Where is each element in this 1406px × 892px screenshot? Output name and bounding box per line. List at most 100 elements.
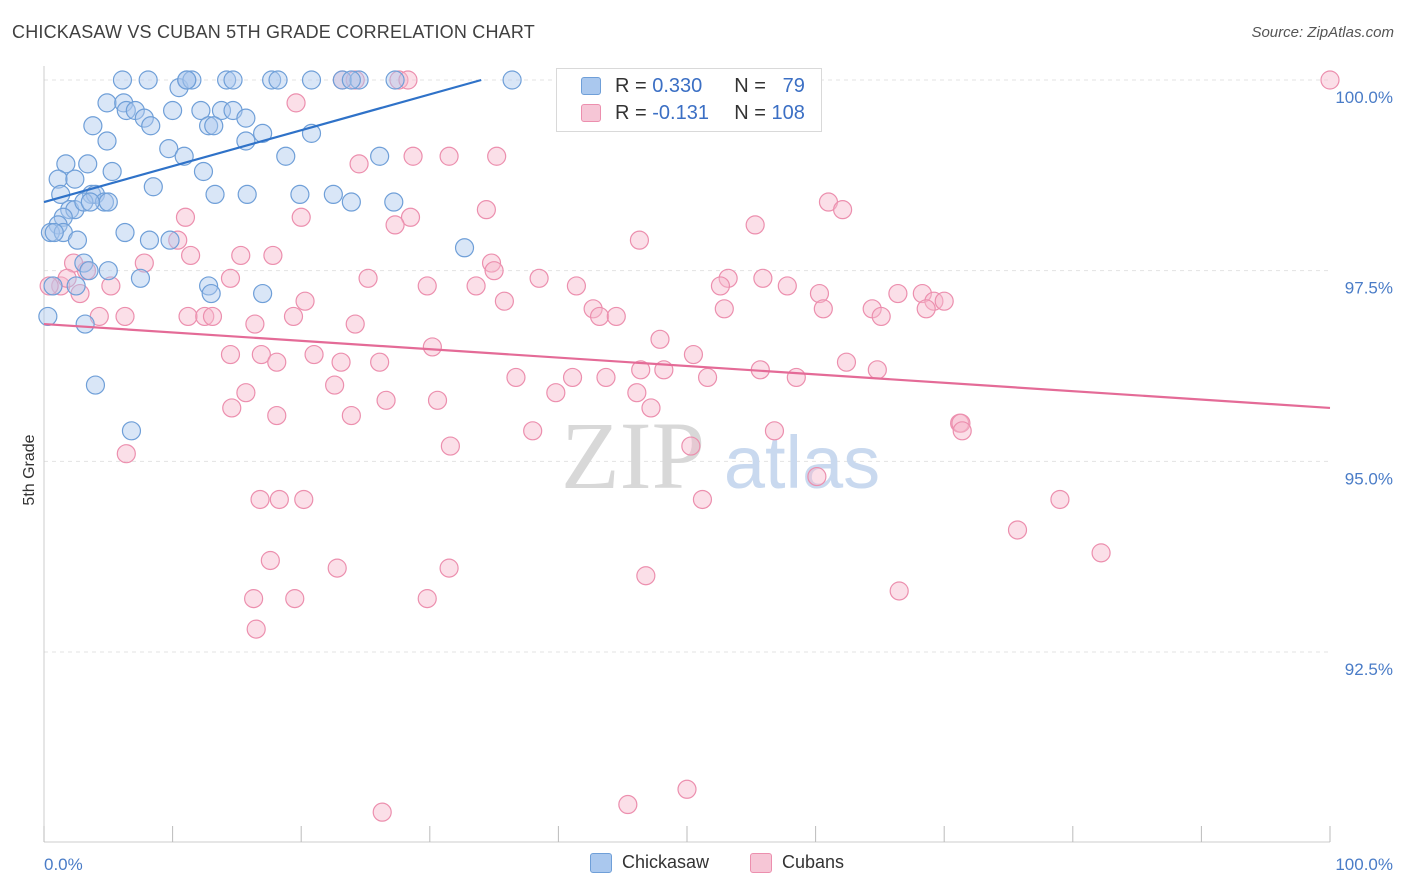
cubans-point bbox=[175, 207, 196, 227]
cubans-point bbox=[618, 794, 638, 815]
cubans-point bbox=[439, 558, 459, 578]
cubans-point bbox=[115, 306, 135, 327]
cubans-point bbox=[283, 306, 304, 327]
cubans-point bbox=[777, 276, 797, 296]
chickasaw-point bbox=[262, 70, 282, 90]
cubans-point bbox=[260, 550, 280, 571]
cubans-point bbox=[912, 283, 932, 304]
cubans-point bbox=[786, 367, 806, 388]
cubans-point bbox=[629, 230, 650, 250]
cubans-point bbox=[523, 421, 543, 441]
watermark: ZIP atlas bbox=[561, 402, 880, 509]
chickasaw-point bbox=[349, 70, 369, 90]
cubans-point bbox=[101, 276, 121, 296]
chickasaw-point bbox=[384, 192, 404, 212]
y-tick-label: 100.0% bbox=[1335, 88, 1393, 107]
chickasaw-legend-swatch bbox=[590, 852, 612, 873]
chickasaw-swatch bbox=[581, 77, 601, 95]
chickasaw-point bbox=[141, 116, 161, 136]
cubans-point bbox=[372, 802, 392, 822]
cubans-point bbox=[417, 589, 437, 609]
chickasaw-point bbox=[341, 70, 361, 90]
cubans-point bbox=[833, 200, 853, 220]
source-label: Source: ZipAtlas.com bbox=[1251, 24, 1394, 41]
chickasaw-point bbox=[78, 154, 98, 174]
legend-n-label: N = bbox=[734, 101, 766, 124]
cubans-point bbox=[439, 146, 459, 166]
cubans-point bbox=[1050, 489, 1070, 510]
cubans-point bbox=[481, 253, 502, 273]
chickasaw-point bbox=[159, 139, 179, 159]
chickasaw-point bbox=[67, 230, 88, 250]
cubans-point bbox=[267, 405, 287, 426]
y-tick-label: 97.5% bbox=[1345, 279, 1393, 298]
cubans-point bbox=[583, 299, 603, 319]
chickasaw-point bbox=[454, 238, 475, 258]
cubans-point bbox=[345, 314, 365, 334]
cubans-point bbox=[222, 398, 242, 418]
chickasaw-point bbox=[253, 283, 273, 304]
cubans-point bbox=[202, 306, 223, 327]
chickasaw-point bbox=[253, 123, 273, 143]
cubans-point bbox=[697, 367, 718, 388]
cubans-point bbox=[181, 245, 201, 266]
cubans-point bbox=[422, 337, 442, 357]
cubans-point bbox=[51, 276, 71, 296]
cubans-point bbox=[809, 283, 830, 304]
cubans-point bbox=[636, 566, 656, 586]
chickasaw-point bbox=[205, 184, 225, 204]
legend-label-cubans: Cubans bbox=[782, 852, 845, 872]
cubans-legend-swatch bbox=[750, 852, 772, 873]
cubans-point bbox=[178, 306, 198, 327]
chickasaw-point bbox=[74, 192, 94, 212]
chickasaw-point bbox=[385, 70, 405, 90]
y-tick-label: 92.5% bbox=[1345, 660, 1393, 679]
chickasaw-point bbox=[121, 421, 142, 441]
cubans-point bbox=[466, 276, 486, 296]
cubans-point bbox=[1007, 520, 1028, 540]
stats-legend: R = 0.330 N = 79 R = -0.131 N = 108 bbox=[556, 68, 822, 132]
legend-r-label: R = bbox=[615, 74, 647, 97]
cubans-point bbox=[546, 383, 566, 403]
watermark-atlas: atlas bbox=[724, 421, 880, 504]
chickasaw-point bbox=[223, 70, 243, 90]
legend-row-chickasaw: R = 0.330 N = 79 bbox=[581, 75, 805, 97]
cubans-point bbox=[220, 344, 241, 365]
chickasaw-point bbox=[98, 261, 118, 281]
chickasaw-point bbox=[65, 169, 85, 189]
chickasaw-point bbox=[163, 100, 183, 121]
legend-label-chickasaw: Chickasaw bbox=[622, 852, 710, 872]
cubans-point bbox=[400, 207, 421, 227]
cubans-point bbox=[327, 558, 347, 578]
cubans-point bbox=[116, 444, 136, 464]
chickasaw-point bbox=[290, 184, 310, 204]
chickasaw-point bbox=[139, 230, 160, 250]
chickasaw-point bbox=[134, 108, 154, 128]
chickasaw-point bbox=[43, 276, 63, 296]
chickasaw-point bbox=[97, 131, 117, 151]
chickasaw-point bbox=[97, 93, 117, 113]
cubans-point bbox=[417, 276, 437, 296]
cubans-point bbox=[836, 352, 857, 372]
cubans-point bbox=[683, 344, 704, 365]
cubans-point bbox=[745, 215, 765, 235]
cubans-point bbox=[376, 390, 396, 410]
cubans-point bbox=[753, 268, 773, 288]
cubans-point bbox=[251, 344, 271, 365]
legend-n-value: 108 bbox=[771, 101, 805, 124]
chickasaw-point bbox=[204, 116, 224, 136]
cubans-point bbox=[220, 268, 241, 288]
x-tick-label: 100.0% bbox=[1335, 855, 1393, 874]
chickasaw-point bbox=[102, 161, 122, 182]
cubans-point bbox=[250, 489, 270, 510]
cubans-point bbox=[871, 306, 891, 327]
cubans-point bbox=[286, 93, 306, 113]
legend-item-cubans[interactable]: Cubans bbox=[750, 852, 844, 873]
cubans-point bbox=[952, 421, 972, 441]
cubans-point bbox=[246, 619, 266, 639]
legend-n-value: 79 bbox=[782, 74, 805, 97]
legend-item-chickasaw[interactable]: Chickasaw bbox=[590, 852, 709, 873]
chickasaw-point bbox=[56, 154, 76, 174]
cubans-point bbox=[692, 489, 713, 510]
chickasaw-point bbox=[79, 261, 99, 281]
